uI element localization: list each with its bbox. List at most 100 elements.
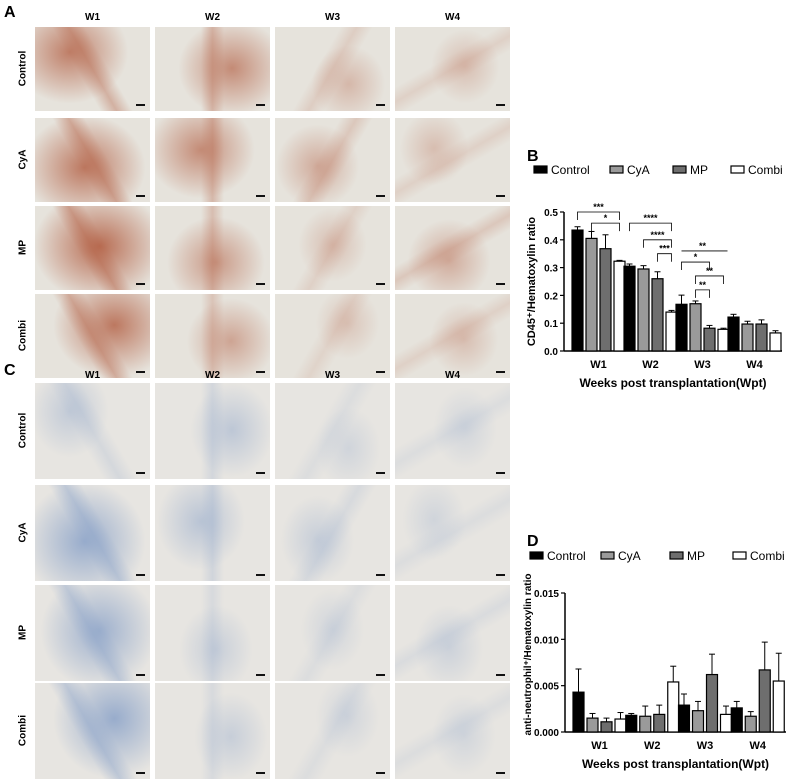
row-header: Control xyxy=(17,50,29,87)
scale-bar xyxy=(136,574,145,576)
scale-bar xyxy=(496,371,505,373)
scale-bar xyxy=(136,283,145,285)
significance-label: **** xyxy=(643,213,658,223)
x-axis-label: Weeks post transplantation(Wpt) xyxy=(582,757,769,771)
bar-combi xyxy=(667,681,680,733)
panel-c-label: C xyxy=(4,362,16,379)
scale-bar xyxy=(376,104,385,106)
significance-bracket xyxy=(657,253,672,262)
scale-bar xyxy=(256,772,265,774)
significance-bracket xyxy=(681,261,710,271)
histology-image xyxy=(35,294,150,378)
histology-image xyxy=(35,585,150,681)
scale-bar xyxy=(496,772,505,774)
scale-bar xyxy=(136,195,145,197)
bar-control xyxy=(730,707,743,733)
scale-bar xyxy=(136,472,145,474)
y-tick-label: 0.5 xyxy=(544,208,558,219)
scale-bar xyxy=(136,674,145,676)
legend-swatch xyxy=(529,551,544,560)
histology-image xyxy=(35,27,150,111)
significance-label: *** xyxy=(593,202,604,212)
panel-a-label: A xyxy=(4,4,16,21)
bar-combi xyxy=(772,680,785,733)
significance-label: *** xyxy=(659,244,670,254)
scale-bar xyxy=(496,104,505,106)
histology-image xyxy=(395,485,510,581)
row-header: CyA xyxy=(17,522,29,543)
legend-swatch xyxy=(600,551,615,560)
x-tick-label: W1 xyxy=(591,740,608,752)
x-axis-label: Weeks post transplantation(Wpt) xyxy=(579,376,766,390)
bar-cya xyxy=(689,303,702,352)
bar-control xyxy=(623,265,636,352)
legend-label: Control xyxy=(551,163,590,177)
significance-bracket xyxy=(643,239,672,248)
histology-image xyxy=(275,683,390,779)
y-tick-label: 0.2 xyxy=(544,291,558,302)
legend-swatch xyxy=(669,551,684,560)
legend-swatch xyxy=(732,551,747,560)
bar-cya xyxy=(585,237,598,352)
legend-swatch xyxy=(609,165,624,174)
histology-image xyxy=(155,585,270,681)
bar-mp xyxy=(703,327,716,352)
scale-bar xyxy=(496,195,505,197)
column-header: W1 xyxy=(85,370,100,381)
x-tick-label: W4 xyxy=(750,740,767,752)
bar-cya xyxy=(586,717,599,733)
histology-image xyxy=(35,683,150,779)
column-header: W2 xyxy=(205,12,220,23)
histology-image xyxy=(155,118,270,202)
histology-image xyxy=(155,683,270,779)
significance-label: * xyxy=(694,252,698,262)
histology-image xyxy=(275,585,390,681)
histology-image xyxy=(275,383,390,479)
significance-label: ** xyxy=(699,241,707,251)
scale-bar xyxy=(256,371,265,373)
chart-b: Control CyA MP Combi 0.0 0.1 0.2 0.3 0.4 0.5 W1 W2 W… xyxy=(526,163,783,390)
histology-image xyxy=(395,585,510,681)
legend-swatch xyxy=(730,165,745,174)
y-tick-label: 0.015 xyxy=(534,589,559,600)
bar-mp xyxy=(651,278,664,352)
significance-bracket xyxy=(577,211,620,220)
y-tick-label: 0.4 xyxy=(544,236,558,247)
bar-mp xyxy=(600,721,613,733)
scale-bar xyxy=(136,104,145,106)
bar-mp xyxy=(705,673,719,733)
histology-image xyxy=(275,294,390,378)
y-tick-label: 0.005 xyxy=(534,682,559,693)
histology-image xyxy=(395,206,510,290)
bar-control xyxy=(625,714,638,733)
significance-bracket xyxy=(695,289,710,298)
bar-combi xyxy=(665,311,678,352)
histology-image xyxy=(275,27,390,111)
scale-bar xyxy=(256,283,265,285)
y-tick-label: 0.3 xyxy=(544,264,558,275)
histology-image xyxy=(155,485,270,581)
x-tick-label: W4 xyxy=(746,359,763,371)
bar-combi xyxy=(769,332,782,352)
scale-bar xyxy=(376,195,385,197)
y-axis-label: anti-neutrophil⁺/Hematoxylin ratio xyxy=(523,574,534,736)
row-header: Combi xyxy=(17,319,29,352)
legend-label: CyA xyxy=(618,549,641,563)
column-header: W1 xyxy=(85,12,100,23)
scale-bar xyxy=(256,574,265,576)
bar-control xyxy=(727,316,740,352)
column-header: W4 xyxy=(445,370,460,381)
histology-image xyxy=(395,683,510,779)
bar-cya xyxy=(691,710,705,733)
bar-mp xyxy=(755,323,768,352)
histology-image xyxy=(35,206,150,290)
y-axis-label: CD45⁺/Hematoxylin ratio xyxy=(526,217,538,347)
legend-swatch xyxy=(672,165,687,174)
histology-image xyxy=(155,294,270,378)
histology-image xyxy=(35,485,150,581)
legend-label: CyA xyxy=(627,163,650,177)
histology-image xyxy=(35,118,150,202)
scale-bar xyxy=(496,472,505,474)
column-header: W3 xyxy=(325,370,340,381)
